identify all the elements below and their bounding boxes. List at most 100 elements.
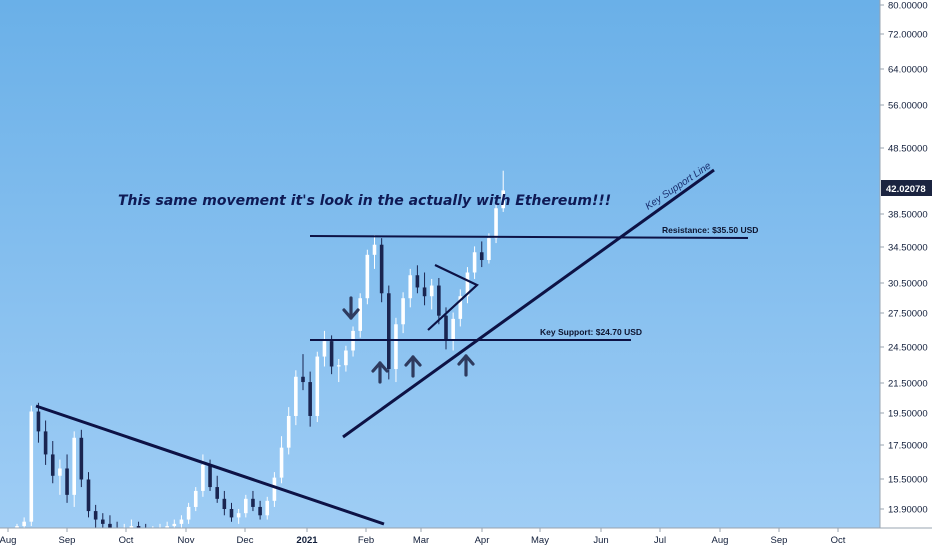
candle-body [501, 190, 505, 209]
candle-body [336, 365, 341, 367]
candle [501, 170, 505, 212]
candle [401, 292, 405, 334]
candle-body [79, 437, 84, 480]
candle [193, 487, 198, 512]
candle-body [215, 487, 219, 499]
candle [265, 496, 270, 520]
candle-body [186, 506, 191, 520]
candle-body [258, 506, 262, 516]
arrow-down-icon [342, 296, 360, 320]
chart-background [0, 0, 880, 528]
candle [93, 504, 98, 529]
candle-body [444, 315, 448, 340]
candle [329, 335, 334, 375]
time-tick-label: Mar [413, 535, 429, 546]
resistance-line[interactable] [309, 235, 749, 239]
candle-body [422, 287, 427, 297]
candle-body [22, 521, 26, 527]
candle [487, 233, 491, 264]
candle [394, 317, 398, 383]
price-tick-label: 21.50000 [888, 379, 928, 390]
candle-body [458, 296, 463, 319]
candle-body [236, 513, 241, 518]
time-tick-label: Nov [178, 535, 195, 546]
last-price-badge [881, 180, 932, 196]
candle-body [229, 509, 234, 518]
candle-body [437, 285, 441, 316]
candle-body [479, 252, 484, 261]
candle [279, 436, 284, 484]
candle-body [429, 285, 434, 297]
price-tick-label: 38.50000 [888, 210, 928, 221]
candle [322, 330, 327, 367]
candle [29, 405, 34, 527]
candle-body [415, 275, 420, 288]
support-label: Key Support: $24.70 USD [540, 327, 642, 337]
resistance-label: Resistance: $35.50 USD [662, 225, 758, 235]
price-tick-label: 72.00000 [888, 30, 928, 41]
candle [65, 454, 69, 503]
candle-body [315, 356, 320, 416]
time-tick-label: Sep [59, 535, 76, 546]
candle [72, 431, 76, 507]
candle [465, 267, 470, 304]
candle-body [101, 519, 105, 524]
arrow-up-icon [404, 355, 422, 378]
candle [272, 472, 277, 507]
time-axis-panel [0, 528, 932, 550]
price-tick-label: 34.50000 [888, 243, 928, 254]
price-tick-label: 15.50000 [888, 475, 928, 486]
arrow-up-icon [457, 354, 475, 377]
candle-body [272, 477, 277, 501]
descending-trendline[interactable] [35, 404, 385, 526]
candle-body [251, 498, 255, 507]
candle-body [329, 341, 334, 367]
candle-body [93, 511, 98, 520]
candle [294, 370, 298, 426]
candle-body [286, 415, 291, 448]
candle-body [472, 252, 477, 273]
candle [236, 509, 241, 524]
price-axis[interactable]: 80.00000 72.00000 64.00000 56.00000 48.50000… [879, 0, 932, 550]
price-tick-label: 27.50000 [888, 309, 928, 320]
time-tick-label: Sep [771, 535, 788, 546]
candle [215, 475, 219, 503]
last-price-label: 42.02078 [886, 184, 926, 195]
candle [315, 351, 320, 423]
arrow-up-icon [371, 361, 389, 384]
candle-body [172, 523, 177, 527]
time-tick-label: Oct [831, 535, 846, 546]
candle-body [193, 490, 198, 507]
key-support-trendline[interactable] [342, 168, 715, 439]
candle-body [308, 382, 312, 416]
candle-body [179, 519, 184, 524]
candle [344, 345, 348, 372]
candle-body [401, 298, 405, 325]
time-axis[interactable]: Aug Sep Oct Nov Dec 2021 Feb Mar Apr May Jun Jul Aug… [0, 527, 932, 550]
time-tick-label: 2021 [296, 535, 318, 546]
time-tick-label: Aug [712, 535, 729, 546]
candle [422, 272, 427, 306]
candle [244, 494, 248, 518]
candle [58, 459, 62, 495]
price-tick-label: 17.50000 [888, 441, 928, 452]
price-tick-label: 48.50000 [888, 144, 928, 155]
price-axis-panel [880, 0, 932, 550]
candle-body [29, 411, 34, 522]
candle [358, 293, 362, 338]
candle [179, 515, 184, 529]
price-tick-label: 13.90000 [888, 505, 928, 516]
time-tick-label: Dec [237, 535, 254, 546]
triangle-pattern[interactable] [427, 264, 479, 331]
candle [79, 429, 84, 488]
candle-body [487, 238, 491, 261]
price-tick-label: 64.00000 [888, 65, 928, 76]
candle-body [58, 468, 62, 476]
candle-body [36, 411, 41, 432]
candle-body [372, 244, 377, 255]
candle-body [86, 479, 91, 512]
candle [437, 278, 441, 325]
candle-body [294, 376, 298, 416]
candle-body [165, 526, 169, 529]
